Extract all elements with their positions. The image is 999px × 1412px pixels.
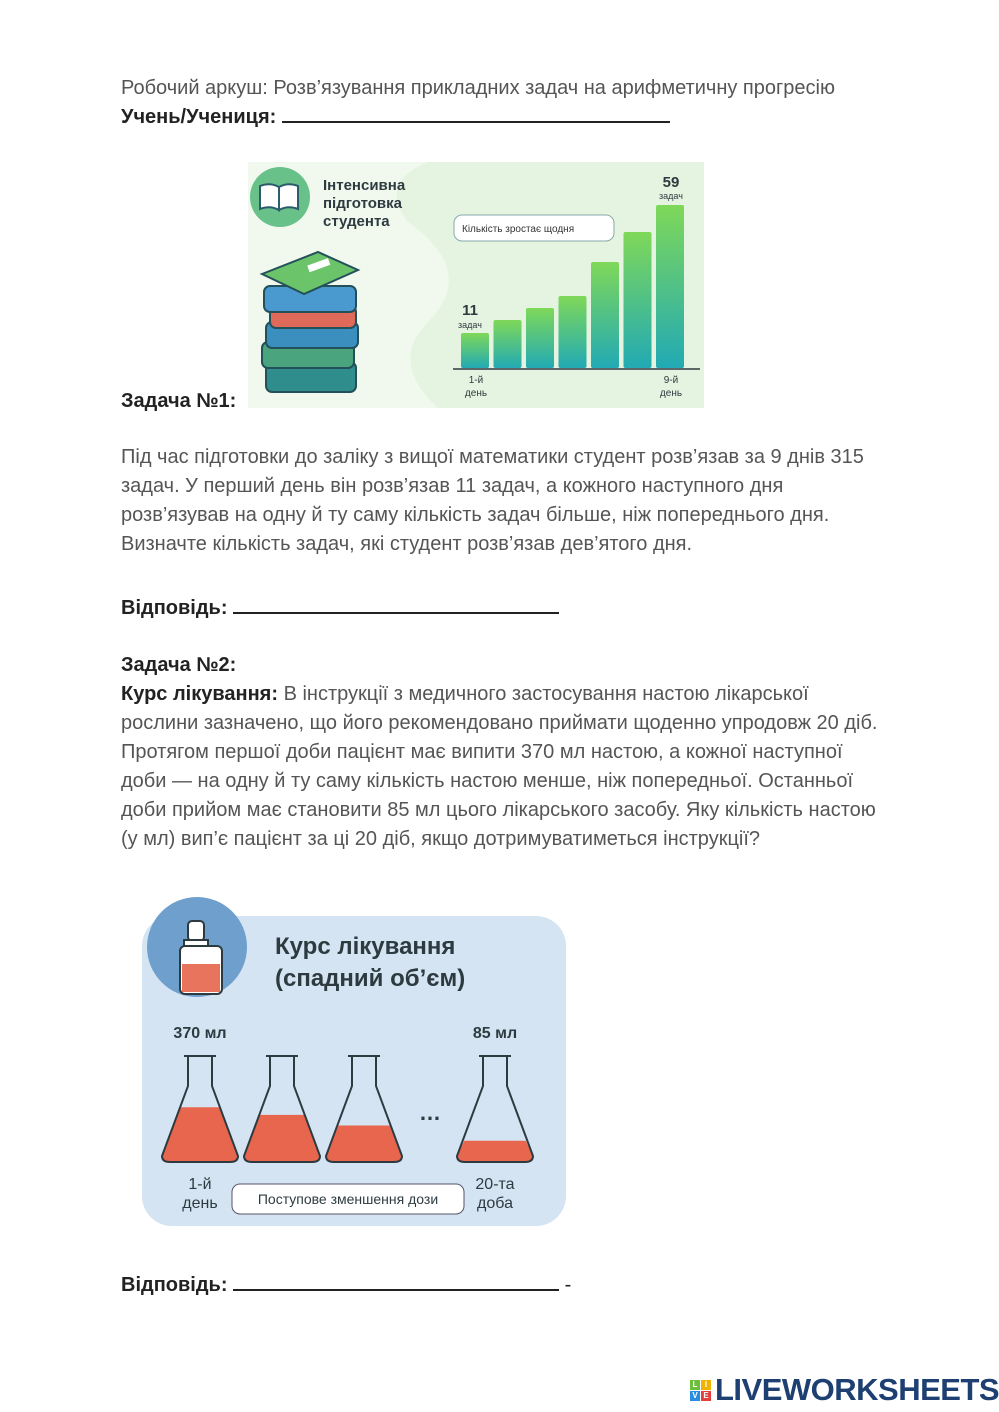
- task2-answer-blank[interactable]: [233, 1271, 560, 1291]
- bar: [493, 320, 522, 368]
- logo-tile: I: [701, 1379, 711, 1390]
- fig2-callout: [231, 1183, 465, 1215]
- flask-liquid: [326, 1125, 402, 1162]
- fig2-last-day: 20-та: [475, 1176, 514, 1193]
- last-value-label: 59: [663, 174, 680, 191]
- bar: [623, 232, 652, 368]
- bar: [558, 296, 587, 368]
- flask-icon: [455, 1055, 535, 1163]
- ellipsis: …: [419, 1100, 441, 1125]
- last-day-label: 9-й: [664, 375, 678, 386]
- task2-answer: Відповідь: -: [121, 1271, 571, 1297]
- bar: [526, 308, 554, 368]
- logo-text: LIVEWORKSHEETS: [715, 1372, 999, 1407]
- dropper-bottle-icon: [179, 920, 223, 995]
- first-value-label: 11: [462, 302, 478, 319]
- fig2-first-day: 1-й: [188, 1176, 211, 1193]
- first-unit-label: задач: [458, 320, 482, 330]
- fig1-callout-text: Кількість зростає щодня: [462, 224, 574, 235]
- answer-label: Відповідь:: [121, 1274, 228, 1296]
- task1-text: Під час підготовки до заліку з вищої мат…: [121, 446, 864, 555]
- fig1-title-2: підготовка: [323, 195, 403, 212]
- logo-tile: L: [690, 1379, 700, 1390]
- fig2-callout-text: Поступове зменшення дози: [258, 1191, 438, 1207]
- student-name-blank[interactable]: [281, 103, 670, 123]
- student-line: Учень/Учениця:: [121, 103, 670, 129]
- worksheet-header: Робочий аркуш: Розв’язування прикладних …: [121, 74, 881, 103]
- task1-answer: Відповідь:: [121, 594, 560, 620]
- fig2-title-1: Курс лікування: [275, 933, 455, 960]
- worksheet-title: Робочий аркуш: Розв’язування прикладних …: [121, 77, 835, 99]
- task1-answer-blank[interactable]: [233, 594, 560, 614]
- fig1-title-3: студента: [323, 213, 390, 230]
- fig1-callout: [453, 214, 615, 242]
- flask-liquid: [244, 1114, 320, 1162]
- fig2-last-day-2: доба: [477, 1195, 513, 1212]
- fig2-title-2: (спадний об’єм): [275, 965, 465, 992]
- first-day-label-2: день: [465, 388, 487, 399]
- first-day-label: 1-й: [469, 375, 483, 386]
- flask-group: [160, 1055, 535, 1163]
- liveworksheets-logo[interactable]: L I V E LIVEWORKSHEETS: [690, 1372, 999, 1408]
- bar: [461, 333, 489, 368]
- last-unit-label: задач: [659, 191, 683, 201]
- student-label: Учень/Учениця:: [121, 106, 277, 128]
- fig1-title-1: Інтенсивна: [323, 177, 406, 194]
- answer-label: Відповідь:: [121, 597, 228, 619]
- task2-text: Курс лікування: В інструкції з медичного…: [121, 680, 891, 854]
- flask-liquid: [457, 1140, 533, 1162]
- task2-illustration: Курс лікування (спадний об’єм) 370 мл 85…: [122, 884, 572, 1232]
- bar: [591, 262, 619, 368]
- answer-suffix: -: [564, 1274, 572, 1296]
- task2-label: Задача №2:: [121, 654, 237, 676]
- flask-icon: [324, 1055, 404, 1163]
- first-volume-label: 370 мл: [173, 1025, 226, 1042]
- open-book-icon: [259, 183, 299, 212]
- book-stack-icon: [259, 250, 361, 393]
- flask-icon: [242, 1055, 322, 1163]
- bar-group: [461, 205, 684, 368]
- task2-lead: Курс лікування:: [121, 683, 279, 705]
- logo-tile: E: [701, 1390, 711, 1401]
- task2-body: В інструкції з медичного застосування на…: [121, 683, 878, 850]
- logo-tiles-icon: L I V E: [690, 1379, 711, 1401]
- flask-icon: [160, 1055, 240, 1163]
- task1-illustration: Інтенсивна підготовка студента Кількість…: [248, 162, 704, 408]
- last-volume-label: 85 мл: [473, 1025, 517, 1042]
- last-day-label-2: день: [660, 388, 682, 399]
- fig2-first-day-2: день: [182, 1195, 217, 1212]
- flask-liquid: [162, 1107, 238, 1162]
- bar: [656, 205, 684, 368]
- task1-label: Задача №1:: [121, 390, 237, 412]
- logo-tile: V: [690, 1390, 700, 1401]
